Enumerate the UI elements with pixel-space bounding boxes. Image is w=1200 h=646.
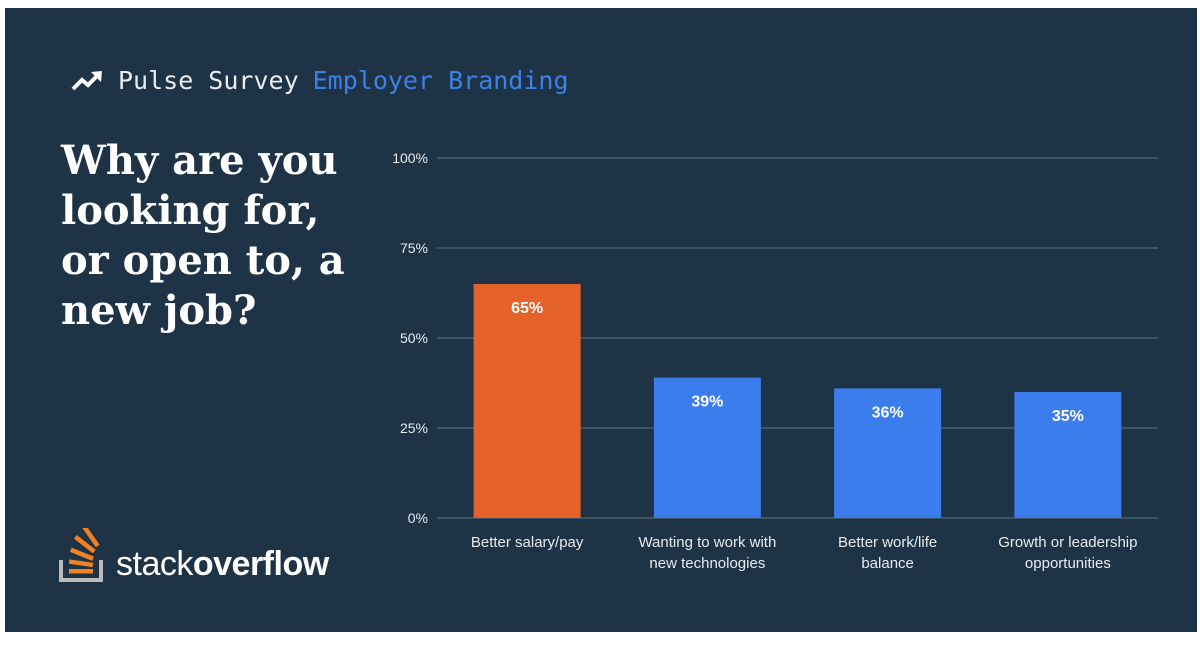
- bar: [473, 284, 581, 518]
- x-tick-label: Better work/life: [838, 534, 937, 551]
- data-label: 65%: [511, 300, 543, 317]
- bar: [653, 377, 761, 518]
- question-title: Why are you looking for, or open to, a n…: [61, 137, 345, 334]
- logo-text-light: stack: [116, 545, 193, 583]
- x-tick-label: Better salary/pay: [471, 534, 584, 551]
- y-tick-label: 25%: [400, 420, 428, 436]
- stackoverflow-logo-icon: [59, 528, 103, 582]
- header-topic: Employer Branding: [312, 66, 569, 95]
- data-label: 39%: [691, 394, 723, 411]
- logo-text-bold: overflow: [192, 545, 329, 583]
- x-tick-label: new technologies: [649, 555, 765, 572]
- x-tick-label: Growth or leadership: [998, 534, 1137, 551]
- x-tick-label: balance: [861, 555, 914, 572]
- x-tick-label: Wanting to work with: [638, 534, 776, 551]
- bar: [1014, 392, 1122, 518]
- y-tick-label: 0%: [408, 510, 428, 526]
- slide-panel: [5, 8, 1197, 632]
- header-label: Pulse Survey: [118, 66, 299, 95]
- stackoverflow-logo: stackoverflow: [58, 528, 329, 584]
- y-tick-label: 50%: [400, 330, 428, 346]
- data-label: 36%: [872, 404, 904, 421]
- y-tick-label: 100%: [392, 150, 428, 166]
- x-tick-label: opportunities: [1025, 555, 1111, 572]
- header: Pulse Survey Employer Branding: [70, 66, 569, 95]
- y-tick-label: 75%: [400, 240, 428, 256]
- data-label: 35%: [1052, 408, 1084, 425]
- bar: [834, 388, 942, 518]
- trending-up-icon: [71, 70, 102, 90]
